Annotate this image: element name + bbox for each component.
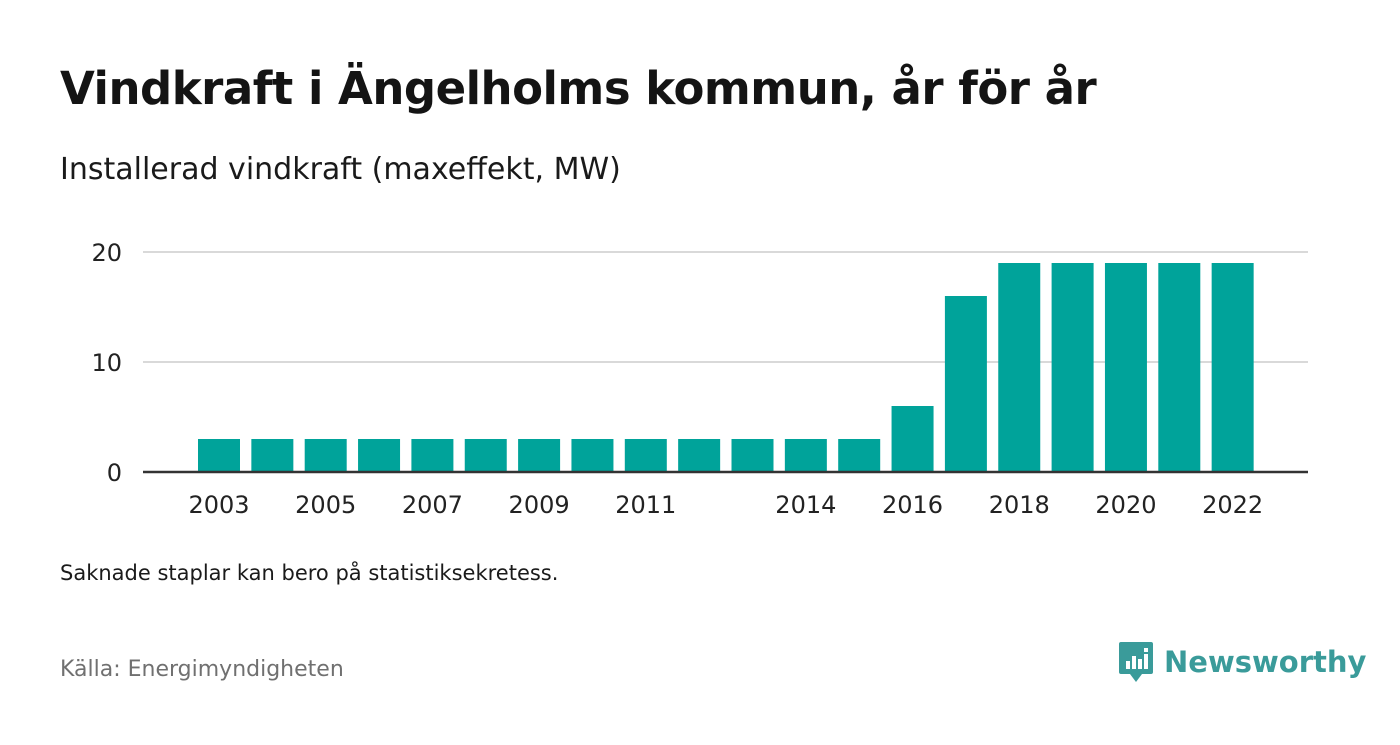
bar-2020 [1104,263,1147,472]
bar-2014 [784,439,827,472]
bar-2022 [1211,263,1254,472]
y-tick-label: 0 [107,459,122,487]
x-tick-label: 2009 [509,491,570,519]
bar-2007 [411,439,454,472]
bar-2017 [944,296,987,472]
x-tick-label: 2014 [775,491,836,519]
bar-2009 [518,439,561,472]
x-tick-label: 2003 [188,491,249,519]
bar-2012 [678,439,721,472]
x-tick-label: 2020 [1095,491,1156,519]
x-tick-label: 2018 [989,491,1050,519]
bar-2011 [624,439,667,472]
bar-2010 [571,439,614,472]
bar-2006 [358,439,401,472]
source-label: Källa: Energimyndigheten [60,657,344,682]
bar-2018 [998,263,1041,472]
bar-2004 [251,439,294,472]
x-tick-label: 2007 [402,491,463,519]
chart-title: Vindkraft i Ängelholms kommun, år för år [60,62,1097,115]
x-tick-label: 2005 [295,491,356,519]
x-tick-label: 2016 [882,491,943,519]
bar-2008 [464,439,507,472]
y-tick-label: 10 [91,349,122,377]
bars [198,263,1254,472]
newsworthy-logo-icon [1119,642,1153,682]
bar-2013 [731,439,774,472]
x-tick-label: 2022 [1202,491,1263,519]
bar-2019 [1051,263,1094,472]
bar-2003 [198,439,240,472]
bar-2015 [838,439,881,472]
footnote: Saknade staplar kan bero på statistiksek… [60,561,559,585]
bar-2021 [1158,263,1201,472]
bar-2016 [891,406,934,472]
brand-logo: Newsworthy [1118,640,1366,684]
brand-name: Newsworthy [1164,645,1367,679]
axes: 0 10 20 2003 2005 2007 2009 2011 2014 2016 2018 202… [91,239,1308,519]
bar-chart: 0 10 20 2003 2005 2007 2009 2011 2014 2016 2018 202… [91,239,1308,519]
y-tick-label: 20 [91,239,122,267]
chart-subtitle: Installerad vindkraft (maxeffekt, MW) [60,152,621,187]
bar-2005 [304,439,347,472]
x-tick-label: 2011 [615,491,676,519]
